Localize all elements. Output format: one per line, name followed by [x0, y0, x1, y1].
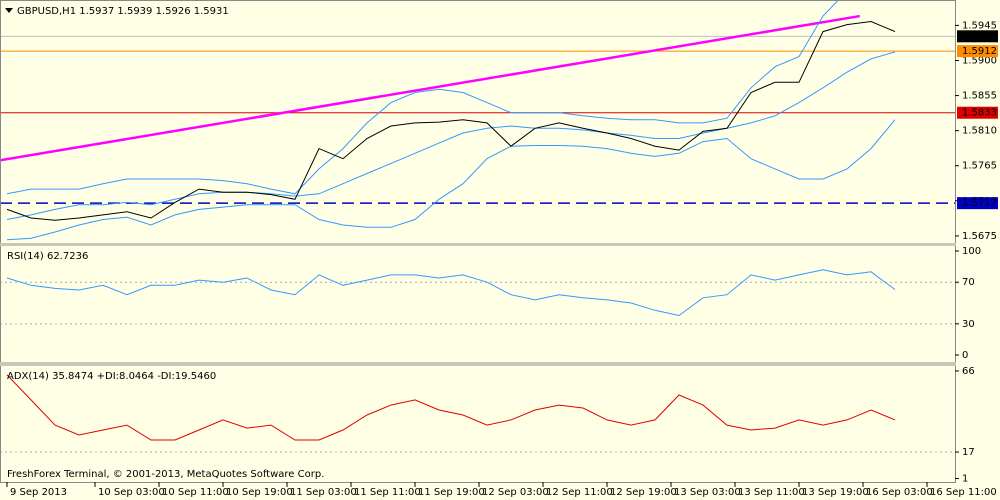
x-tick-label: 11 Sep 03:00 [290, 487, 357, 498]
series-line [6, 269, 896, 317]
menu-arrow [5, 8, 13, 13]
y-tick-label: 1.5945 [962, 20, 997, 31]
x-tick-label: 10 Sep 11:00 [162, 487, 229, 498]
level-label: 1.5912 [962, 46, 997, 57]
pane-title: RSI(14) 62.7236 [7, 251, 88, 262]
series-line [6, 51, 896, 220]
pane-separator [0, 243, 956, 246]
x-tick-label: 13 Sep 11:00 [738, 487, 805, 498]
level-box [957, 45, 998, 58]
y-tick-label: 1.5675 [962, 231, 997, 242]
pane-title: ADX(14) 35.8474 +DI:8.0464 -DI:19.5460 [7, 371, 216, 382]
x-tick-label: 13 Sep 03:00 [674, 487, 741, 498]
y-tick-label: 100 [962, 246, 981, 257]
y-tick-label: 70 [962, 277, 975, 288]
y-tick-label: 1.5765 [962, 161, 997, 172]
current-price-box [957, 30, 998, 43]
y-tick-label: 1 [962, 474, 968, 485]
level-box [957, 197, 998, 210]
x-tick-label: 16 Sep 11:00 [930, 487, 997, 498]
x-tick-label: 12 Sep 11:00 [546, 487, 613, 498]
level-label: 1.5833 [962, 108, 997, 119]
level-box [957, 106, 998, 119]
current-price-label: 1.5931 [962, 31, 997, 42]
y-tick-label: 1.5900 [962, 55, 997, 66]
y-tick-label: 30 [962, 319, 975, 330]
series-line [6, 119, 896, 241]
pane [1, 269, 955, 325]
y-tick-label: 66 [962, 366, 975, 377]
x-tick-label: 16 Sep 03:00 [866, 487, 933, 498]
x-tick-label: 9 Sep 2013 [10, 487, 67, 498]
series-line [6, 1, 839, 195]
footer: FreshForex Terminal, © 2001-2013, MetaQu… [7, 469, 324, 480]
series-line [6, 374, 896, 441]
x-tick-label: 13 Sep 19:00 [802, 487, 869, 498]
y-tick-label: 17 [962, 447, 975, 458]
y-tick-label: 0 [962, 350, 968, 361]
trendline [1, 14, 861, 162]
x-tick-label: 10 Sep 03:00 [98, 487, 165, 498]
pane-title: GBPUSD,H1 1.5937 1.5939 1.5926 1.5931 [17, 6, 229, 17]
y-tick-label: 1.5855 [962, 91, 997, 102]
x-tick-label: 11 Sep 11:00 [354, 487, 421, 498]
pane [1, 1, 955, 241]
plot-frame [0, 0, 956, 483]
pane-separator [0, 362, 956, 366]
x-tick-label: 10 Sep 19:00 [226, 487, 293, 498]
x-tick-label: 11 Sep 19:00 [418, 487, 485, 498]
y-tick-label: 1.5810 [962, 126, 997, 137]
series-line [6, 20, 896, 221]
pane [1, 374, 955, 453]
x-tick-label: 12 Sep 03:00 [482, 487, 549, 498]
level-label: 1.5717 [962, 198, 997, 209]
x-tick-label: 12 Sep 19:00 [610, 487, 677, 498]
